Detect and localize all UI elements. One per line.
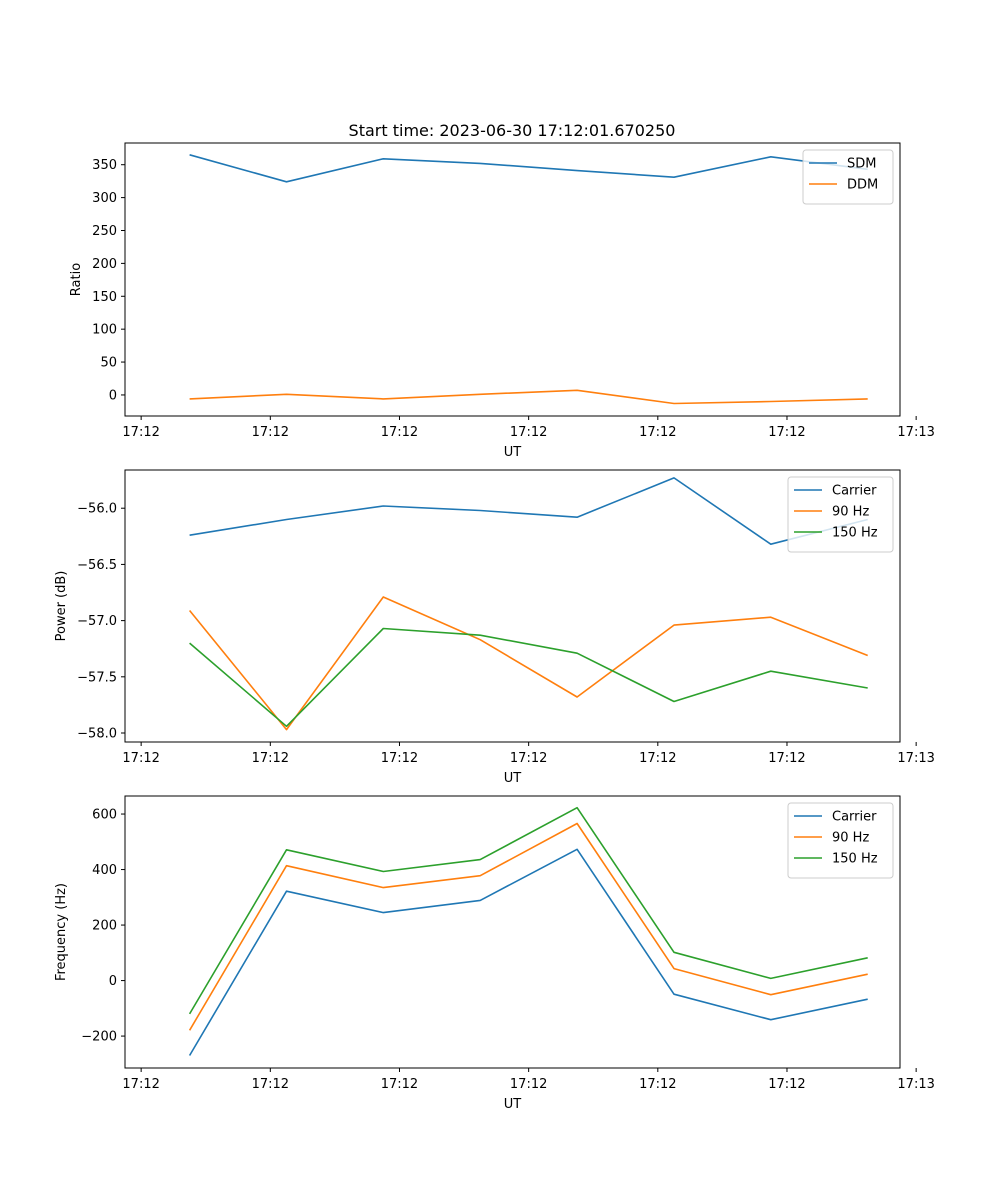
y-tick-label: 0	[109, 388, 117, 403]
x-tick-label: 17:12	[768, 1077, 805, 1092]
series-line-carrier	[189, 477, 868, 546]
legend-entry: 90 Hz	[832, 505, 869, 520]
x-tick-label: 17:13	[897, 425, 934, 440]
series-line-ddm	[189, 389, 868, 405]
y-tick-label: −56.0	[77, 502, 117, 517]
x-tick-label: 17:12	[510, 1077, 547, 1092]
x-tick-label: 17:12	[381, 425, 418, 440]
series-line-sdm	[189, 154, 868, 183]
axes-frame	[124, 142, 901, 417]
x-tick-label: 17:13	[897, 1077, 934, 1092]
chart-2: 17:12 17:12 17:12 17:12 17:12 17:12 17:13 −58.0…	[54, 469, 935, 786]
y-tick-label: 0	[109, 974, 117, 989]
legend-entry: SDM	[847, 157, 876, 172]
plots-container: 17:12 17:12 17:12 17:12 17:12 17:12 17:13 0 50 10…	[54, 142, 935, 1112]
x-axis-label: UT	[504, 1097, 522, 1112]
y-tick-label: −57.5	[77, 670, 117, 685]
x-tick-label: 17:12	[510, 751, 547, 766]
x-tick-label: 17:12	[122, 751, 159, 766]
y-tick-label: 400	[92, 863, 117, 878]
y-tick-label: 150	[92, 290, 117, 305]
y-tick-label: 200	[92, 919, 117, 934]
series-line-90-hz	[188, 822, 868, 1031]
chart-3: 17:12 17:12 17:12 17:12 17:12 17:12 17:13 −200 0…	[54, 795, 935, 1112]
x-tick-label: 17:12	[639, 751, 676, 766]
x-tick-label: 17:12	[252, 425, 289, 440]
series-line-150-hz	[188, 806, 868, 1015]
legend-entry: DDM	[847, 178, 878, 193]
x-axis-label: UT	[504, 771, 522, 786]
legend-box	[787, 802, 894, 879]
series-line-carrier	[188, 848, 868, 1056]
x-tick-label: 17:13	[897, 751, 934, 766]
legend: SDM DDM	[802, 149, 894, 205]
x-tick-label: 17:12	[768, 751, 805, 766]
legend: Carrier 90 Hz 150 Hz	[787, 802, 894, 879]
y-tick-label: 600	[92, 808, 117, 823]
x-tick-label: 17:12	[639, 425, 676, 440]
x-tick-label: 17:12	[639, 1077, 676, 1092]
axes-frame	[124, 469, 901, 743]
y-tick-label: 200	[92, 257, 117, 272]
y-tick-label: 350	[92, 158, 117, 173]
x-tick-label: 17:12	[381, 1077, 418, 1092]
y-tick-label: 100	[92, 323, 117, 338]
y-tick-label: −200	[81, 1030, 117, 1045]
legend-entry: Carrier	[832, 810, 877, 825]
y-tick-label: −57.0	[77, 614, 117, 629]
axes-frame	[124, 795, 901, 1069]
x-axis-label: UT	[504, 445, 522, 460]
legend-entry: 150 Hz	[832, 852, 878, 867]
figure-title: Start time: 2023-06-30 17:12:01.670250	[349, 121, 676, 140]
chart-1: 17:12 17:12 17:12 17:12 17:12 17:12 17:13 0 50 10…	[69, 142, 935, 460]
x-tick-label: 17:12	[381, 751, 418, 766]
y-axis-label: Ratio	[69, 263, 84, 296]
x-tick-label: 17:12	[122, 425, 159, 440]
legend-entry: Carrier	[832, 484, 877, 499]
y-tick-label: −56.5	[77, 558, 117, 573]
x-tick-label: 17:12	[122, 1077, 159, 1092]
y-tick-label: −58.0	[77, 727, 117, 742]
series-line-150-hz	[189, 627, 868, 728]
y-tick-label: 50	[100, 356, 117, 371]
x-tick-label: 17:12	[768, 425, 805, 440]
series-line-90-hz	[188, 596, 868, 731]
y-axis-label: Frequency (Hz)	[54, 883, 69, 981]
legend-box	[787, 476, 894, 553]
legend-entry: 150 Hz	[832, 526, 878, 541]
x-tick-label: 17:12	[510, 425, 547, 440]
y-tick-label: 300	[92, 191, 117, 206]
y-tick-label: 250	[92, 224, 117, 239]
x-tick-label: 17:12	[252, 1077, 289, 1092]
legend-entry: 90 Hz	[832, 831, 869, 846]
x-tick-label: 17:12	[252, 751, 289, 766]
y-axis-label: Power (dB)	[54, 571, 69, 642]
legend: Carrier 90 Hz 150 Hz	[787, 476, 894, 553]
